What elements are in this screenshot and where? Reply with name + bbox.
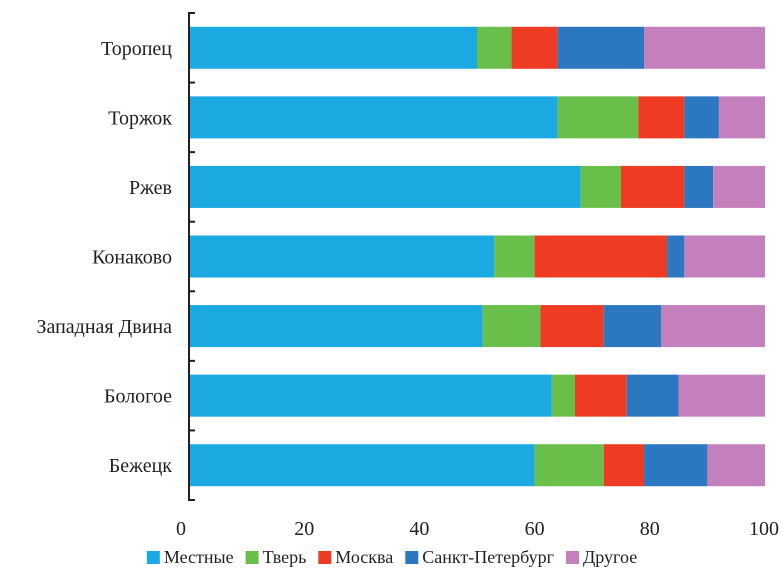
category-labels: Торопец Торжок Ржев Конаково Западная Двина Б… [36, 38, 172, 477]
bar-западная-двина-местные [189, 305, 483, 347]
category-label: Бежецк [109, 455, 172, 477]
bar-ржев-москва [621, 166, 684, 208]
bar-торжок-местные [189, 96, 558, 138]
legend-label: Другое [583, 547, 637, 567]
legend-item-местные: Местные [147, 547, 234, 567]
legend-swatch [566, 551, 579, 564]
legend-swatch [318, 551, 331, 564]
bar-западная-двина-санкт-петербург [604, 305, 662, 347]
category-label: Бологое [104, 386, 172, 408]
legend-swatch [405, 551, 418, 564]
category-label: Ржев [129, 177, 172, 199]
bar-торжок-другое [719, 96, 765, 138]
bar-конаково-местные [189, 236, 494, 278]
bar-ржев-санкт-петербург [684, 166, 713, 208]
bar-бежецк-тверь [535, 444, 604, 486]
legend-label: Санкт-Петербург [422, 547, 554, 567]
bar-торопец-москва [512, 27, 558, 69]
bar-бологое-другое [679, 375, 765, 417]
legend-label: Местные [164, 547, 234, 567]
category-label: Торопец [101, 38, 172, 60]
legend-item-другое: Другое [566, 547, 637, 567]
bar-бологое-местные [189, 375, 552, 417]
bar-конаково-другое [684, 236, 765, 278]
bar-западная-двина-другое [661, 305, 765, 347]
x-tick-label: 40 [409, 518, 429, 540]
x-tick-label: 20 [294, 518, 314, 540]
x-tick-label: 0 [176, 518, 186, 540]
bar-торжок-санкт-петербург [684, 96, 719, 138]
bar-торопец-другое [644, 27, 765, 69]
bar-западная-двина-тверь [483, 305, 541, 347]
bars-group [189, 27, 765, 486]
bar-бежецк-санкт-петербург [644, 444, 707, 486]
category-label: Конаково [92, 247, 172, 269]
bar-торопец-санкт-петербург [558, 27, 644, 69]
bar-бежецк-местные [189, 444, 535, 486]
legend-item-тверь: Тверь [246, 547, 307, 567]
legend: Местные Тверь Москва Санкт-Петербург Другое [147, 547, 637, 567]
legend-swatch [147, 551, 160, 564]
category-label: Западная Двина [36, 316, 172, 338]
x-tick-label: 80 [640, 518, 660, 540]
x-tick-label: 60 [525, 518, 545, 540]
legend-label: Москва [335, 547, 393, 567]
bar-торжок-тверь [558, 96, 639, 138]
x-tick-labels: 0 20 40 60 80 100 [176, 518, 779, 540]
bar-бежецк-москва [604, 444, 644, 486]
bar-ржев-местные [189, 166, 581, 208]
bar-бологое-москва [575, 375, 627, 417]
bar-конаково-тверь [494, 236, 534, 278]
legend-item-москва: Москва [318, 547, 393, 567]
bar-бологое-санкт-петербург [627, 375, 679, 417]
legend-label: Тверь [263, 547, 307, 567]
bar-ржев-другое [713, 166, 765, 208]
legend-swatch [246, 551, 259, 564]
bar-бологое-тверь [552, 375, 575, 417]
bar-конаково-москва [535, 236, 667, 278]
bar-торопец-тверь [477, 27, 512, 69]
x-tick-label: 100 [749, 518, 779, 540]
bar-торжок-москва [638, 96, 684, 138]
bar-ржев-тверь [581, 166, 621, 208]
bar-конаково-санкт-петербург [667, 236, 684, 278]
category-label: Торжок [108, 107, 172, 129]
legend-item-санкт-петербург: Санкт-Петербург [405, 547, 554, 567]
bar-бежецк-другое [707, 444, 765, 486]
bar-западная-двина-москва [540, 305, 603, 347]
bar-торопец-местные [189, 27, 477, 69]
